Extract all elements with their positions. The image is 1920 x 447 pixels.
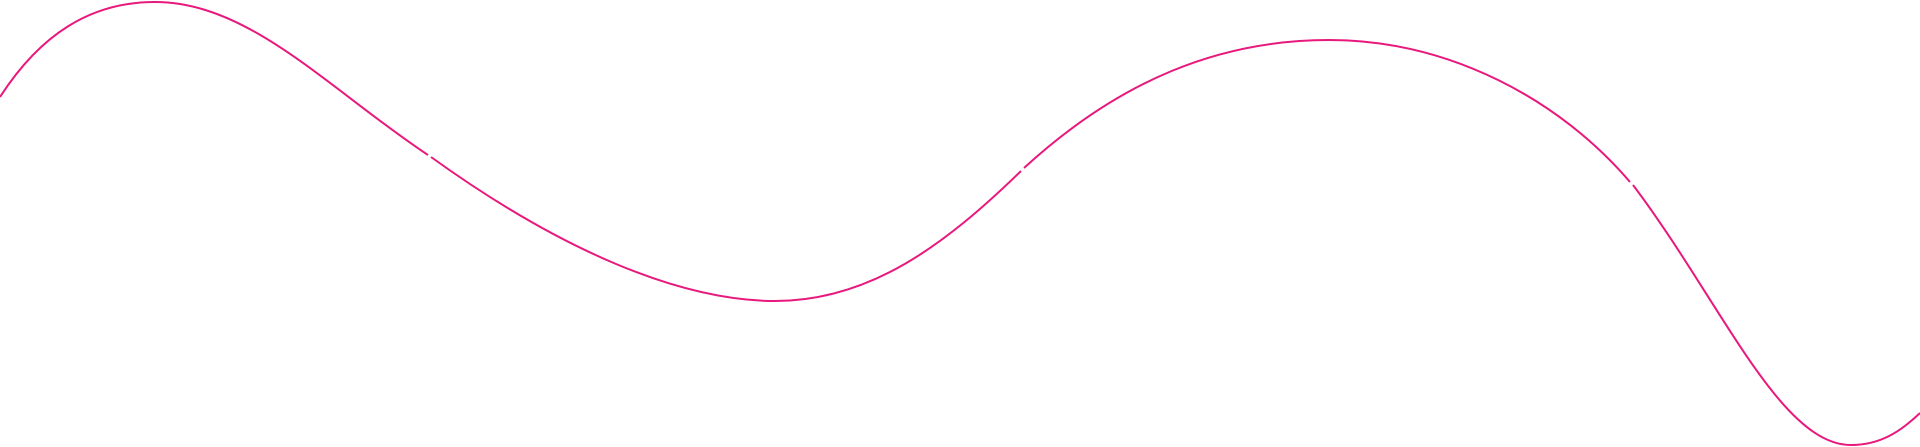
wave-segment-4 <box>1632 184 1920 447</box>
wave-segment-1 <box>0 0 429 156</box>
wave-segment-3 <box>1023 38 1631 183</box>
wave-segment-2 <box>430 156 1022 303</box>
